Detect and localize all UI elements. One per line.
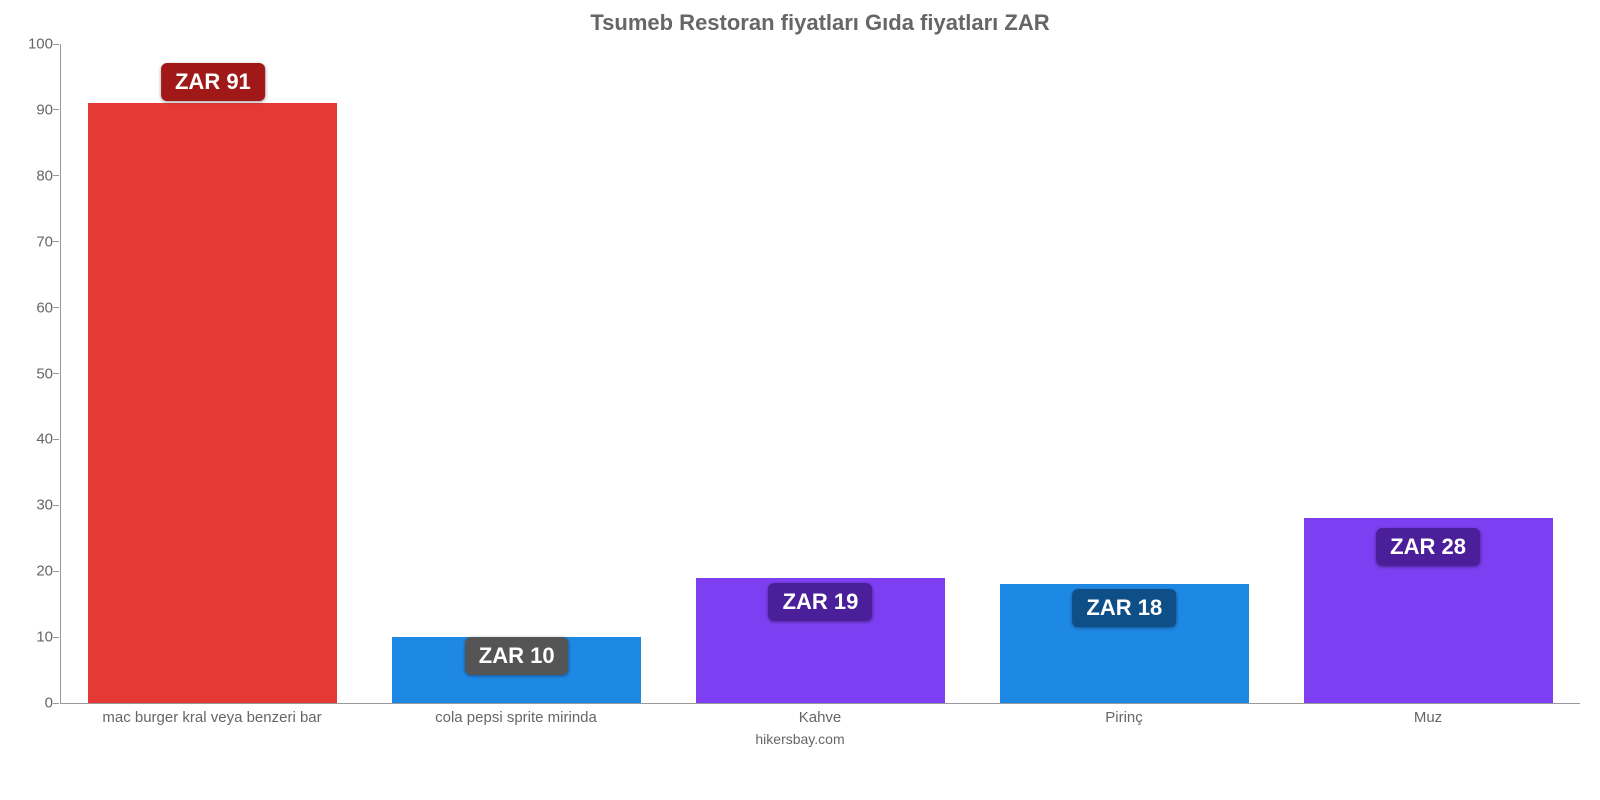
- price-bar-chart: Tsumeb Restoran fiyatları Gıda fiyatları…: [0, 0, 1600, 800]
- bar-slot: ZAR 18: [972, 44, 1276, 703]
- y-tick-label: 20: [13, 563, 53, 580]
- y-tick: [53, 505, 59, 506]
- y-tick: [53, 241, 59, 242]
- x-axis-label: Kahve: [668, 703, 972, 726]
- y-tick: [53, 175, 59, 176]
- y-tick: [53, 571, 59, 572]
- value-badge: ZAR 28: [1376, 528, 1480, 566]
- y-tick-label: 40: [13, 431, 53, 448]
- y-tick: [53, 44, 59, 45]
- y-tick: [53, 373, 59, 374]
- y-tick-label: 0: [13, 695, 53, 712]
- y-tick-label: 100: [13, 36, 53, 53]
- value-badge: ZAR 19: [769, 583, 873, 621]
- bar: ZAR 28: [1304, 518, 1553, 703]
- bars-container: ZAR 91 ZAR 10 ZAR 19 ZAR 18 ZAR 28: [61, 44, 1580, 703]
- x-axis-label: mac burger kral veya benzeri bar: [60, 703, 364, 726]
- bar-slot: ZAR 91: [61, 44, 365, 703]
- value-badge: ZAR 10: [465, 637, 569, 675]
- x-axis-label: Muz: [1276, 703, 1580, 726]
- x-axis-label: cola pepsi sprite mirinda: [364, 703, 668, 726]
- bar: ZAR 10: [392, 637, 641, 703]
- bar-slot: ZAR 28: [1276, 44, 1580, 703]
- bar-slot: ZAR 19: [669, 44, 973, 703]
- plot-area: ZAR 91ZAR 10ZAR 19ZAR 18ZAR 28 010203040…: [60, 44, 1580, 704]
- y-tick-label: 90: [13, 101, 53, 118]
- y-tick-label: 30: [13, 497, 53, 514]
- y-tick: [53, 439, 59, 440]
- value-badge: ZAR 18: [1072, 589, 1176, 627]
- y-tick: [53, 637, 59, 638]
- y-tick-label: 70: [13, 233, 53, 250]
- y-tick: [53, 109, 59, 110]
- bar: ZAR 19: [696, 578, 945, 703]
- y-tick-label: 60: [13, 299, 53, 316]
- y-tick-label: 50: [13, 365, 53, 382]
- y-tick-label: 10: [13, 629, 53, 646]
- value-badge: ZAR 91: [161, 63, 265, 101]
- bar: ZAR 91: [88, 103, 337, 703]
- y-tick: [53, 703, 59, 704]
- y-tick: [53, 307, 59, 308]
- x-axis-label: Pirinç: [972, 703, 1276, 726]
- chart-footer: hikersbay.com: [0, 731, 1600, 747]
- x-axis-labels: mac burger kral veya benzeri barcola pep…: [60, 703, 1580, 726]
- bar: ZAR 18: [1000, 584, 1249, 703]
- chart-title: Tsumeb Restoran fiyatları Gıda fiyatları…: [60, 10, 1580, 36]
- bar-slot: ZAR 10: [365, 44, 669, 703]
- y-tick-label: 80: [13, 167, 53, 184]
